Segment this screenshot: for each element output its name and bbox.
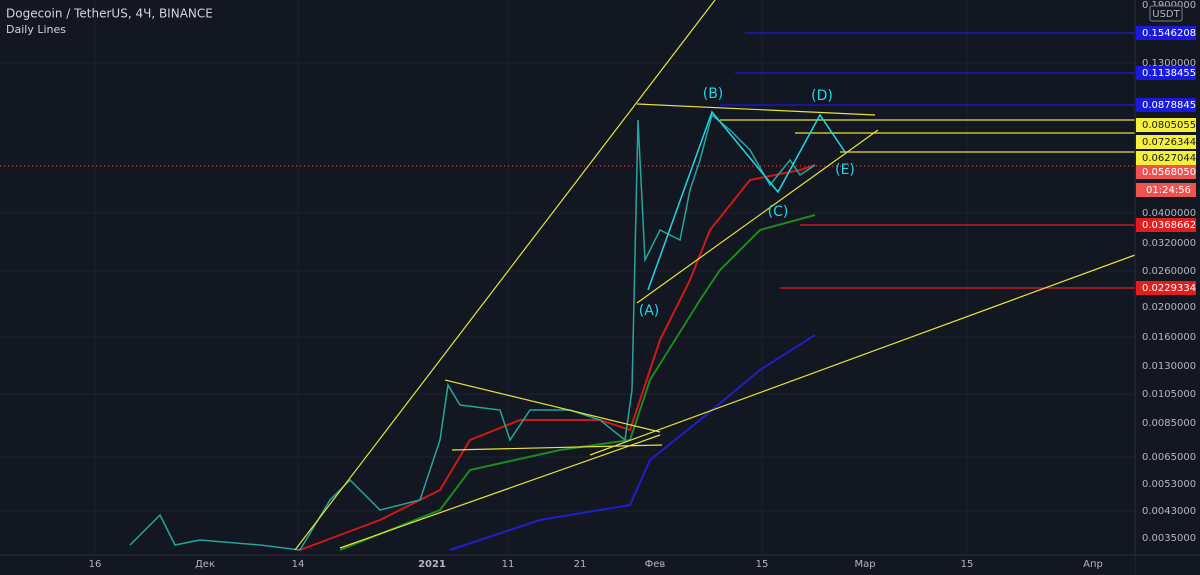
level-label: 0.0229334 xyxy=(1142,283,1196,294)
price-tick: 0.0065000 xyxy=(1142,452,1196,463)
time-tick: Апр xyxy=(1083,559,1103,570)
price-tick: 0.0320000 xyxy=(1142,238,1196,249)
wave-label: (C) xyxy=(768,204,789,220)
level-label: 0.0726344 xyxy=(1142,137,1196,148)
level-label: 0.0805055 xyxy=(1142,120,1196,131)
level-label: 0.0627044 xyxy=(1142,153,1196,164)
price-ticks: 0.1900000 0.1300000 0.0400000 0.0320000 … xyxy=(1142,0,1196,544)
blue-line xyxy=(449,334,816,551)
price-tick: 0.0105000 xyxy=(1142,389,1196,400)
price-tick: 0.0035000 xyxy=(1142,533,1196,544)
indicator-name[interactable]: Daily Lines xyxy=(6,23,66,36)
wave-label: (A) xyxy=(639,303,660,319)
time-tick: Мар xyxy=(854,559,875,570)
time-tick: 15 xyxy=(961,559,974,570)
price-tick: 0.0400000 xyxy=(1142,208,1196,219)
last-price: 0.0568050 xyxy=(1142,167,1196,178)
countdown: 01:24:56 xyxy=(1146,185,1191,196)
time-tick: 21 xyxy=(574,559,587,570)
price-axis[interactable] xyxy=(1135,0,1200,555)
time-tick: 2021 xyxy=(418,559,446,570)
price-tick: 0.0043000 xyxy=(1142,506,1196,517)
levels xyxy=(0,32,1135,289)
unit-badge[interactable] xyxy=(1149,5,1183,22)
wave-zigzag xyxy=(647,110,846,291)
time-tick: 16 xyxy=(89,559,102,570)
time-axis[interactable] xyxy=(0,555,1135,575)
trendlines xyxy=(294,0,1136,551)
green-line xyxy=(339,214,816,551)
symbol-title[interactable]: Dogecoin / TetherUS, 4Ч, BINANCE xyxy=(6,7,213,21)
level-label: 0.0368662 xyxy=(1142,220,1196,231)
time-tick: 11 xyxy=(502,559,515,570)
time-ticks: 16 Дек 14 2021 11 21 Фев 15 Мар 15 Апр xyxy=(89,559,1103,570)
wave-label: (E) xyxy=(835,162,855,178)
time-tick: 15 xyxy=(756,559,769,570)
unit-label[interactable]: USDT xyxy=(1152,9,1180,20)
time-tick: Фев xyxy=(645,559,666,570)
level-label: 0.0878845 xyxy=(1142,100,1196,111)
price-tick: 0.0130000 xyxy=(1142,361,1196,372)
wave-label: (B) xyxy=(703,86,724,102)
price-tick: 0.0085000 xyxy=(1142,418,1196,429)
time-tick: Дек xyxy=(195,559,215,570)
price-tick: 0.1300000 xyxy=(1142,58,1196,69)
price-tick: 0.0200000 xyxy=(1142,302,1196,313)
price-tick: 0.0053000 xyxy=(1142,479,1196,490)
price-tick: 0.0160000 xyxy=(1142,332,1196,343)
time-tick: 14 xyxy=(292,559,305,570)
wave-label: (D) xyxy=(811,88,833,104)
level-label: 0.1138455 xyxy=(1142,68,1196,79)
level-labels: 0.1546208 0.1138455 0.0878845 0.0805055 … xyxy=(1136,26,1196,295)
red-line xyxy=(299,164,816,551)
level-label: 0.1546208 xyxy=(1142,28,1196,39)
price-tick: 0.0260000 xyxy=(1142,266,1196,277)
